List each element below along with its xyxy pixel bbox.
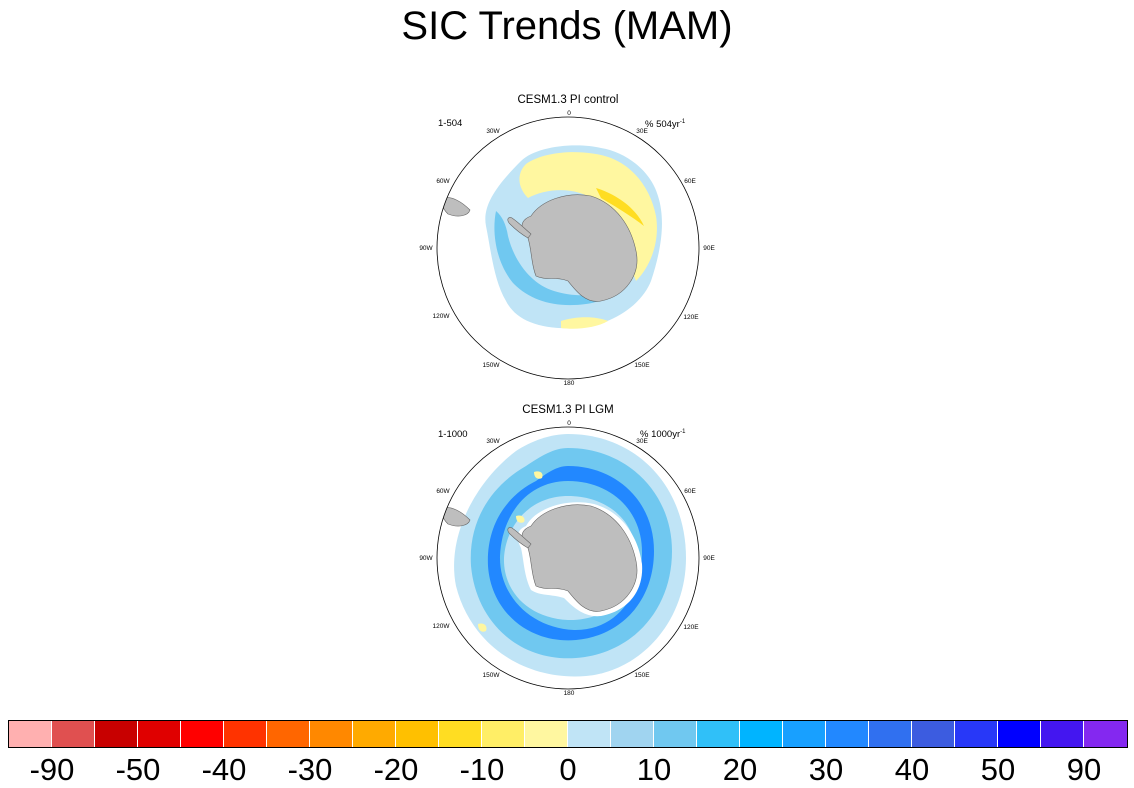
colorbar-box — [310, 721, 353, 747]
panel2-lon-60e: 60E — [684, 488, 696, 495]
panel2-map — [436, 426, 700, 690]
colorbar-tick: -30 — [287, 752, 333, 787]
panel1-lon-120w: 120W — [432, 313, 450, 320]
colorbar-tick: 40 — [894, 752, 930, 787]
panel1-units-label: % 504yr-1 — [645, 119, 686, 131]
panel2-ice-trend-negative-spot-3 — [478, 623, 487, 632]
panel1-ice-trend-negative-south — [561, 317, 608, 329]
colorbar-box — [353, 721, 396, 747]
colorbar-box — [826, 721, 869, 747]
colorbar-tick: 90 — [1066, 752, 1102, 787]
panel1-lon-120e: 120E — [683, 314, 699, 321]
panel2-lon-120w: 120W — [432, 623, 450, 630]
colorbar-box — [1084, 721, 1127, 747]
colorbar-box — [1041, 721, 1084, 747]
panel1-lon-0: 0 — [567, 110, 571, 117]
panel1-period-label: 1-504 — [438, 118, 463, 129]
colorbar-box — [267, 721, 310, 747]
panel1-lon-60w: 60W — [436, 178, 450, 185]
colorbar-box — [697, 721, 740, 747]
panel2-lon-150w: 150W — [482, 672, 500, 679]
colorbar-box — [740, 721, 783, 747]
panel2-ice-trend-negative-spot — [534, 471, 543, 479]
panel1-lon-90w: 90W — [419, 245, 433, 252]
colorbar-box — [912, 721, 955, 747]
panel1-antarctica — [521, 194, 638, 302]
panel2-lon-180: 180 — [563, 690, 575, 697]
panel1-lon-30e: 30E — [636, 128, 648, 135]
panel2-antarctica — [521, 504, 638, 612]
panel1-lon-60e: 60E — [684, 178, 696, 185]
colorbar-box — [439, 721, 482, 747]
panel1-ice-trend-negative-strong — [596, 188, 644, 226]
colorbar-tick: -10 — [459, 752, 505, 787]
colorbar-box — [654, 721, 697, 747]
colorbar-box — [396, 721, 439, 747]
panel2-antarctic-peninsula — [507, 527, 532, 549]
panel2-units-label: % 1000yr-1 — [640, 429, 686, 441]
colorbar-tick: 50 — [980, 752, 1016, 787]
colorbar-tick: 10 — [636, 752, 672, 787]
colorbar-box — [181, 721, 224, 747]
panel1-lon-90e: 90E — [703, 245, 715, 252]
colorbar-tick: 0 — [559, 752, 577, 787]
panel1-lon-150w: 150W — [482, 362, 500, 369]
panel1-title: CESM1.3 PI control — [517, 94, 619, 106]
colorbar-box — [52, 721, 95, 747]
panel2-title: CESM1.3 PI LGM — [522, 404, 614, 416]
colorbar-tick: -20 — [373, 752, 419, 787]
colorbar-box — [95, 721, 138, 747]
panel2-lon-120e: 120E — [683, 624, 699, 631]
panel2-lon-60w: 60W — [436, 488, 450, 495]
colorbar-box — [224, 721, 267, 747]
figure-title: SIC Trends (MAM) — [401, 4, 733, 48]
colorbar-tick: -50 — [115, 752, 161, 787]
colorbar — [8, 720, 1128, 748]
colorbar-box — [568, 721, 611, 747]
panel1-map — [436, 116, 700, 380]
panel1-ice-trend-positive-band — [494, 211, 618, 306]
colorbar-tick: 30 — [808, 752, 844, 787]
colorbar-tick: -40 — [201, 752, 247, 787]
colorbar-box — [869, 721, 912, 747]
panel2-lon-0: 0 — [567, 420, 571, 427]
panel2-period-label: 1-1000 — [438, 429, 468, 440]
colorbar-box — [138, 721, 181, 747]
panel1-lon-180: 180 — [563, 380, 575, 387]
panel1-ice-trend-negative — [519, 152, 657, 281]
panel2-lon-30e: 30E — [636, 438, 648, 445]
colorbar-box — [955, 721, 998, 747]
panel2-ice-trend-negative-spot-2 — [516, 515, 525, 523]
colorbar-box — [9, 721, 52, 747]
colorbar-box — [998, 721, 1041, 747]
panel1-lon-150e: 150E — [634, 362, 650, 369]
colorbar-tick: -90 — [29, 752, 75, 787]
colorbar-box — [611, 721, 654, 747]
panel2-lon-30w: 30W — [486, 438, 500, 445]
colorbar-box — [525, 721, 568, 747]
colorbar-box — [783, 721, 826, 747]
panel2-lon-90w: 90W — [419, 555, 433, 562]
panel2-lon-150e: 150E — [634, 672, 650, 679]
panel2-lon-90e: 90E — [703, 555, 715, 562]
panel1-lon-30w: 30W — [486, 128, 500, 135]
panel1-antarctic-peninsula — [507, 217, 532, 239]
colorbar-tick: 20 — [722, 752, 758, 787]
colorbar-box — [482, 721, 525, 747]
